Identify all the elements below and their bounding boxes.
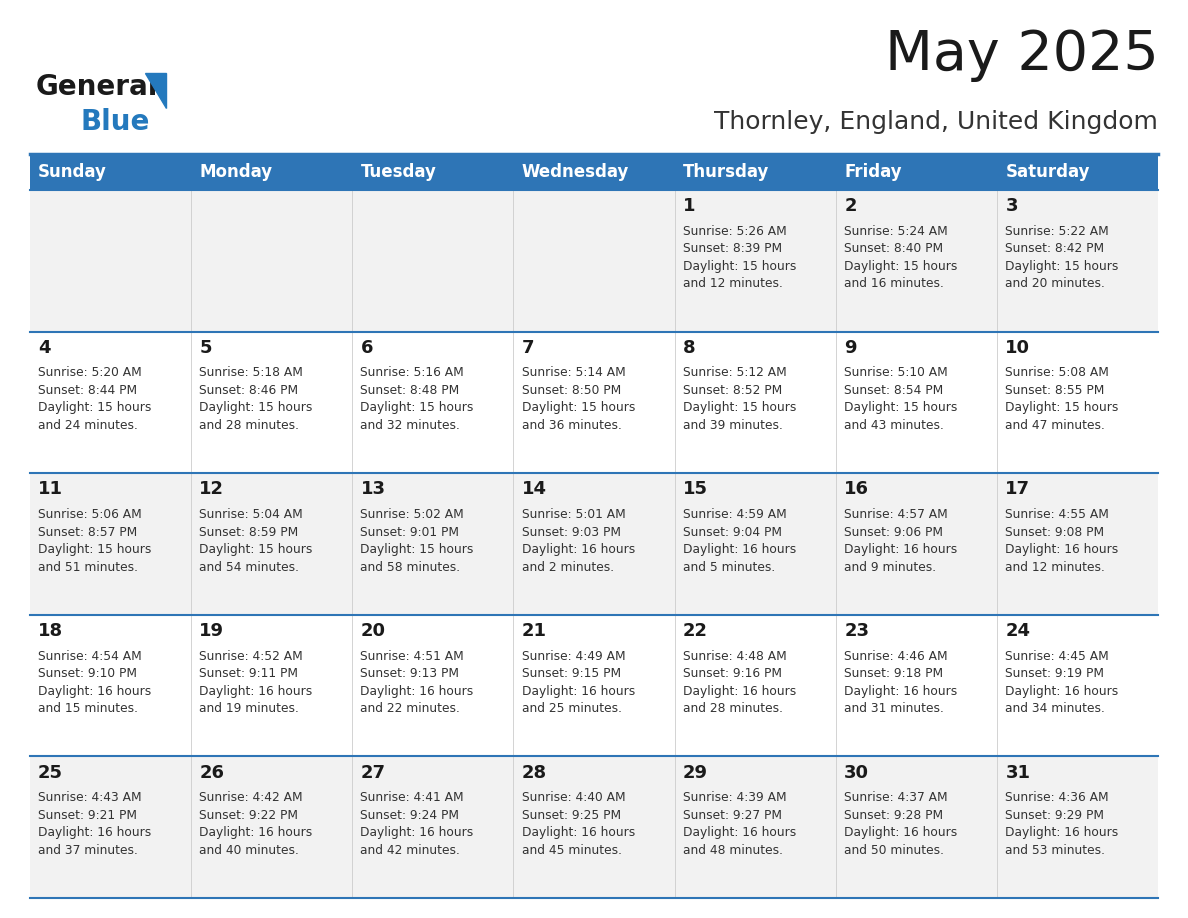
Text: Sunrise: 4:59 AM
Sunset: 9:04 PM
Daylight: 16 hours
and 5 minutes.: Sunrise: 4:59 AM Sunset: 9:04 PM Dayligh… bbox=[683, 508, 796, 574]
Text: Sunrise: 5:18 AM
Sunset: 8:46 PM
Daylight: 15 hours
and 28 minutes.: Sunrise: 5:18 AM Sunset: 8:46 PM Dayligh… bbox=[200, 366, 312, 432]
Text: 6: 6 bbox=[360, 339, 373, 357]
Text: General: General bbox=[36, 73, 158, 102]
Text: Saturday: Saturday bbox=[1005, 163, 1089, 181]
Text: Sunrise: 5:14 AM
Sunset: 8:50 PM
Daylight: 15 hours
and 36 minutes.: Sunrise: 5:14 AM Sunset: 8:50 PM Dayligh… bbox=[522, 366, 636, 432]
Text: Blue: Blue bbox=[81, 108, 150, 137]
Bar bbox=[30, 756, 1158, 898]
Text: 11: 11 bbox=[38, 480, 63, 498]
Text: 31: 31 bbox=[1005, 764, 1030, 781]
Text: Sunrise: 5:06 AM
Sunset: 8:57 PM
Daylight: 15 hours
and 51 minutes.: Sunrise: 5:06 AM Sunset: 8:57 PM Dayligh… bbox=[38, 508, 151, 574]
Text: Sunrise: 4:41 AM
Sunset: 9:24 PM
Daylight: 16 hours
and 42 minutes.: Sunrise: 4:41 AM Sunset: 9:24 PM Dayligh… bbox=[360, 791, 474, 856]
Bar bbox=[30, 190, 1158, 331]
Text: 17: 17 bbox=[1005, 480, 1030, 498]
Text: Sunrise: 4:39 AM
Sunset: 9:27 PM
Daylight: 16 hours
and 48 minutes.: Sunrise: 4:39 AM Sunset: 9:27 PM Dayligh… bbox=[683, 791, 796, 856]
Text: Sunrise: 5:02 AM
Sunset: 9:01 PM
Daylight: 15 hours
and 58 minutes.: Sunrise: 5:02 AM Sunset: 9:01 PM Dayligh… bbox=[360, 508, 474, 574]
Text: 29: 29 bbox=[683, 764, 708, 781]
Text: Wednesday: Wednesday bbox=[522, 163, 630, 181]
Text: 25: 25 bbox=[38, 764, 63, 781]
Text: 18: 18 bbox=[38, 622, 63, 640]
Text: Sunrise: 5:12 AM
Sunset: 8:52 PM
Daylight: 15 hours
and 39 minutes.: Sunrise: 5:12 AM Sunset: 8:52 PM Dayligh… bbox=[683, 366, 796, 432]
Bar bbox=[30, 615, 1158, 756]
Text: 10: 10 bbox=[1005, 339, 1030, 357]
Text: Sunrise: 4:57 AM
Sunset: 9:06 PM
Daylight: 16 hours
and 9 minutes.: Sunrise: 4:57 AM Sunset: 9:06 PM Dayligh… bbox=[845, 508, 958, 574]
Text: 3: 3 bbox=[1005, 197, 1018, 216]
Text: 8: 8 bbox=[683, 339, 695, 357]
Text: 24: 24 bbox=[1005, 622, 1030, 640]
Text: Thursday: Thursday bbox=[683, 163, 770, 181]
Text: 9: 9 bbox=[845, 339, 857, 357]
Text: Sunrise: 4:37 AM
Sunset: 9:28 PM
Daylight: 16 hours
and 50 minutes.: Sunrise: 4:37 AM Sunset: 9:28 PM Dayligh… bbox=[845, 791, 958, 856]
Text: Monday: Monday bbox=[200, 163, 272, 181]
Text: 15: 15 bbox=[683, 480, 708, 498]
Text: Sunrise: 4:54 AM
Sunset: 9:10 PM
Daylight: 16 hours
and 15 minutes.: Sunrise: 4:54 AM Sunset: 9:10 PM Dayligh… bbox=[38, 650, 151, 715]
Text: Thornley, England, United Kingdom: Thornley, England, United Kingdom bbox=[714, 110, 1158, 134]
Text: Sunrise: 4:48 AM
Sunset: 9:16 PM
Daylight: 16 hours
and 28 minutes.: Sunrise: 4:48 AM Sunset: 9:16 PM Dayligh… bbox=[683, 650, 796, 715]
Text: 22: 22 bbox=[683, 622, 708, 640]
Text: 2: 2 bbox=[845, 197, 857, 216]
Polygon shape bbox=[145, 73, 166, 108]
Text: Sunrise: 5:01 AM
Sunset: 9:03 PM
Daylight: 16 hours
and 2 minutes.: Sunrise: 5:01 AM Sunset: 9:03 PM Dayligh… bbox=[522, 508, 634, 574]
Text: Sunrise: 5:26 AM
Sunset: 8:39 PM
Daylight: 15 hours
and 12 minutes.: Sunrise: 5:26 AM Sunset: 8:39 PM Dayligh… bbox=[683, 225, 796, 290]
Text: Sunrise: 4:45 AM
Sunset: 9:19 PM
Daylight: 16 hours
and 34 minutes.: Sunrise: 4:45 AM Sunset: 9:19 PM Dayligh… bbox=[1005, 650, 1119, 715]
Text: Sunrise: 4:36 AM
Sunset: 9:29 PM
Daylight: 16 hours
and 53 minutes.: Sunrise: 4:36 AM Sunset: 9:29 PM Dayligh… bbox=[1005, 791, 1119, 856]
Text: 19: 19 bbox=[200, 622, 225, 640]
Text: Tuesday: Tuesday bbox=[360, 163, 436, 181]
Text: Sunrise: 5:22 AM
Sunset: 8:42 PM
Daylight: 15 hours
and 20 minutes.: Sunrise: 5:22 AM Sunset: 8:42 PM Dayligh… bbox=[1005, 225, 1119, 290]
Text: 30: 30 bbox=[845, 764, 870, 781]
Text: Sunrise: 4:52 AM
Sunset: 9:11 PM
Daylight: 16 hours
and 19 minutes.: Sunrise: 4:52 AM Sunset: 9:11 PM Dayligh… bbox=[200, 650, 312, 715]
Text: 7: 7 bbox=[522, 339, 535, 357]
Bar bbox=[30, 331, 1158, 473]
Text: 16: 16 bbox=[845, 480, 870, 498]
Text: May 2025: May 2025 bbox=[885, 28, 1158, 82]
Text: Sunrise: 5:08 AM
Sunset: 8:55 PM
Daylight: 15 hours
and 47 minutes.: Sunrise: 5:08 AM Sunset: 8:55 PM Dayligh… bbox=[1005, 366, 1119, 432]
Text: 4: 4 bbox=[38, 339, 51, 357]
Text: 12: 12 bbox=[200, 480, 225, 498]
Text: 21: 21 bbox=[522, 622, 546, 640]
Text: Sunrise: 4:42 AM
Sunset: 9:22 PM
Daylight: 16 hours
and 40 minutes.: Sunrise: 4:42 AM Sunset: 9:22 PM Dayligh… bbox=[200, 791, 312, 856]
Text: 20: 20 bbox=[360, 622, 385, 640]
Text: 13: 13 bbox=[360, 480, 385, 498]
Text: 23: 23 bbox=[845, 622, 870, 640]
Text: Sunrise: 4:49 AM
Sunset: 9:15 PM
Daylight: 16 hours
and 25 minutes.: Sunrise: 4:49 AM Sunset: 9:15 PM Dayligh… bbox=[522, 650, 634, 715]
Text: Sunrise: 5:20 AM
Sunset: 8:44 PM
Daylight: 15 hours
and 24 minutes.: Sunrise: 5:20 AM Sunset: 8:44 PM Dayligh… bbox=[38, 366, 151, 432]
Bar bbox=[30, 473, 1158, 615]
Text: 28: 28 bbox=[522, 764, 546, 781]
Text: Sunrise: 5:10 AM
Sunset: 8:54 PM
Daylight: 15 hours
and 43 minutes.: Sunrise: 5:10 AM Sunset: 8:54 PM Dayligh… bbox=[845, 366, 958, 432]
Text: Sunrise: 4:51 AM
Sunset: 9:13 PM
Daylight: 16 hours
and 22 minutes.: Sunrise: 4:51 AM Sunset: 9:13 PM Dayligh… bbox=[360, 650, 474, 715]
Text: Sunrise: 4:55 AM
Sunset: 9:08 PM
Daylight: 16 hours
and 12 minutes.: Sunrise: 4:55 AM Sunset: 9:08 PM Dayligh… bbox=[1005, 508, 1119, 574]
Text: 5: 5 bbox=[200, 339, 211, 357]
Text: Sunday: Sunday bbox=[38, 163, 107, 181]
Text: Sunrise: 4:46 AM
Sunset: 9:18 PM
Daylight: 16 hours
and 31 minutes.: Sunrise: 4:46 AM Sunset: 9:18 PM Dayligh… bbox=[845, 650, 958, 715]
Text: 14: 14 bbox=[522, 480, 546, 498]
Text: 26: 26 bbox=[200, 764, 225, 781]
Text: 27: 27 bbox=[360, 764, 385, 781]
Text: Sunrise: 5:04 AM
Sunset: 8:59 PM
Daylight: 15 hours
and 54 minutes.: Sunrise: 5:04 AM Sunset: 8:59 PM Dayligh… bbox=[200, 508, 312, 574]
Bar bbox=[30, 154, 1158, 190]
Text: Sunrise: 4:43 AM
Sunset: 9:21 PM
Daylight: 16 hours
and 37 minutes.: Sunrise: 4:43 AM Sunset: 9:21 PM Dayligh… bbox=[38, 791, 151, 856]
Text: Sunrise: 4:40 AM
Sunset: 9:25 PM
Daylight: 16 hours
and 45 minutes.: Sunrise: 4:40 AM Sunset: 9:25 PM Dayligh… bbox=[522, 791, 634, 856]
Text: Sunrise: 5:24 AM
Sunset: 8:40 PM
Daylight: 15 hours
and 16 minutes.: Sunrise: 5:24 AM Sunset: 8:40 PM Dayligh… bbox=[845, 225, 958, 290]
Text: Friday: Friday bbox=[845, 163, 902, 181]
Text: 1: 1 bbox=[683, 197, 695, 216]
Text: Sunrise: 5:16 AM
Sunset: 8:48 PM
Daylight: 15 hours
and 32 minutes.: Sunrise: 5:16 AM Sunset: 8:48 PM Dayligh… bbox=[360, 366, 474, 432]
